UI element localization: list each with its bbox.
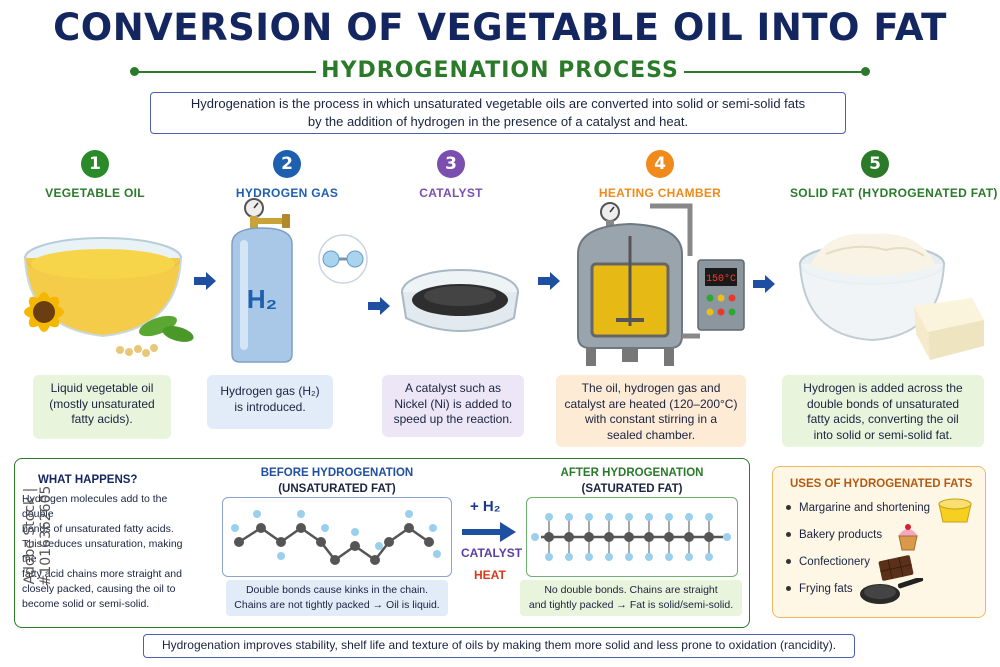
before-note: Double bonds cause kinks in the chain. C… <box>226 580 448 616</box>
heating-chamber-icon: 150°C <box>577 202 745 366</box>
before-heading: BEFORE HYDROGENATION (UNSATURATED FAT) <box>260 467 414 495</box>
after-molecule-box <box>526 497 738 577</box>
arrow-right-icon <box>368 297 390 315</box>
step-1: 1 VEGETABLE OIL <box>30 150 160 200</box>
step-4-description: The oil, hydrogen gas and catalyst are h… <box>556 375 746 447</box>
heat-label: HEAT <box>474 568 506 582</box>
step-label: SOLID FAT (HYDROGENATED FAT) <box>790 186 998 200</box>
subtitle: HYDROGENATION PROCESS <box>321 58 679 83</box>
step-label: CATALYST <box>419 186 483 200</box>
step-number: 3 <box>437 150 465 178</box>
after-note: No double bonds. Chains are straight and… <box>520 580 742 616</box>
what-happens-text: Hydrogen molecules add to the double bon… <box>22 493 183 610</box>
use-item: Frying fats <box>786 583 853 595</box>
step-3: 3 CATALYST <box>386 150 516 200</box>
intro-line-1: Hydrogenation is the process in which un… <box>190 96 806 111</box>
page-title: CONVERSION OF VEGETABLE OIL INTO FAT <box>53 6 947 49</box>
watermark-text: Adobe Stock | #1016362605 <box>22 485 54 587</box>
chocolate-icon <box>878 555 914 581</box>
h2-molecule-icon <box>318 234 368 284</box>
step-label: VEGETABLE OIL <box>45 186 145 200</box>
use-item: Bakery products <box>786 529 882 541</box>
intro-box: Hydrogenation is the process in which un… <box>150 92 846 134</box>
cupcake-icon <box>898 524 918 551</box>
frying-pan-icon <box>860 578 924 604</box>
unsaturated-chain-icon <box>231 510 441 565</box>
cylinder-label: H₂ <box>247 284 277 314</box>
catalyst-dish-icon <box>401 269 519 332</box>
step-label: HEATING CHAMBER <box>598 186 722 200</box>
step-number: 1 <box>81 150 109 178</box>
saturated-chain-icon <box>531 513 731 561</box>
catalyst-label: CATALYST <box>461 546 523 560</box>
arrow-right-icon <box>753 275 775 293</box>
hydrogen-cylinder-icon: H₂ <box>231 198 293 363</box>
step-5: 5 SOLID FAT (HYDROGENATED FAT) <box>790 150 998 200</box>
what-happens-title: WHAT HAPPENS? <box>38 474 138 486</box>
solid-fat-bowl-icon <box>799 233 984 360</box>
what-happens-panel <box>14 458 750 628</box>
step-2: 2 HYDROGEN GAS <box>222 150 352 200</box>
vegetable-oil-bowl-icon <box>24 237 194 357</box>
step-4: 4 HEATING CHAMBER <box>590 150 730 200</box>
step-1-description: Liquid vegetable oil (mostly unsaturated… <box>33 375 171 439</box>
step-label: HYDROGEN GAS <box>235 186 339 200</box>
plus-h2-label: + H₂ <box>470 498 501 515</box>
intro-line-2: by the addition of hydrogen in the prese… <box>307 114 689 129</box>
margarine-tub-icon <box>938 498 972 523</box>
reaction-arrow-icon <box>462 522 516 542</box>
sunflower-icon <box>24 292 64 332</box>
footer-note: Hydrogenation improves stability, shelf … <box>143 634 855 658</box>
uses-title: USES OF HYDROGENATED FATS <box>790 478 973 490</box>
step-2-description: Hydrogen gas (H₂) is introduced. <box>207 375 333 429</box>
step-number: 2 <box>273 150 301 178</box>
step-5-description: Hydrogen is added across the double bond… <box>782 375 984 447</box>
after-heading: AFTER HYDROGENATION (SATURATED FAT) <box>560 467 704 495</box>
use-item: Confectionery <box>786 556 870 568</box>
step-number: 5 <box>861 150 889 178</box>
step-3-description: A catalyst such as Nickel (Ni) is added … <box>382 375 524 437</box>
before-molecule-box <box>222 497 452 577</box>
step-number: 4 <box>646 150 674 178</box>
arrow-right-icon <box>538 272 560 290</box>
temperature-display: 150°C <box>706 273 736 285</box>
arrow-right-icon <box>194 272 216 290</box>
subtitle-row: HYDROGENATION PROCESS <box>130 58 870 86</box>
use-item: Margarine and shortening <box>786 502 930 514</box>
